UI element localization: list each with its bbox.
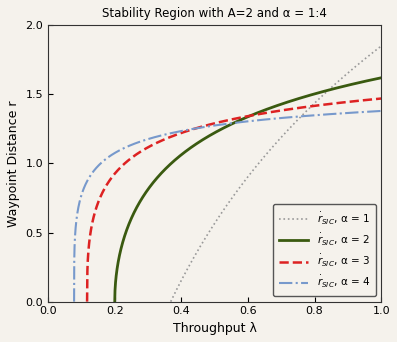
$\dot{r}_{SIC}$, α = 1	[373, 49, 378, 53]
$\dot{r}_{SIC}$, α = 4	[213, 123, 218, 128]
$\dot{r}_{SIC}$, α = 2	[242, 116, 247, 120]
Line: $\dot{r}_{SIC}$, α = 1: $\dot{r}_{SIC}$, α = 1	[171, 46, 381, 302]
$\dot{r}_{SIC}$, α = 3	[316, 103, 321, 107]
$\dot{r}_{SIC}$, α = 4	[379, 109, 384, 113]
$\dot{r}_{SIC}$, α = 1	[334, 81, 339, 85]
$\dot{r}_{SIC}$, α = 2	[112, 300, 117, 304]
$\dot{r}_{SIC}$, α = 1	[168, 300, 173, 304]
$\dot{r}_{SIC}$, α = 4	[72, 300, 77, 304]
$\dot{r}_{SIC}$, α = 1	[265, 151, 270, 155]
$\dot{r}_{SIC}$, α = 4	[370, 109, 375, 114]
$\dot{r}_{SIC}$, α = 4	[314, 113, 318, 117]
$\dot{r}_{SIC}$, α = 2	[371, 77, 376, 81]
$\dot{r}_{SIC}$, α = 2	[322, 89, 327, 93]
$\dot{r}_{SIC}$, α = 1	[379, 44, 384, 48]
Legend: $\dot{r}_{SIC}$, α = 1, $\dot{r}_{SIC}$, α = 2, $\dot{r}_{SIC}$, α = 3, $\dot{r}: $\dot{r}_{SIC}$, α = 1, $\dot{r}_{SIC}$,…	[273, 204, 376, 297]
Line: $\dot{r}_{SIC}$, α = 2: $\dot{r}_{SIC}$, α = 2	[115, 78, 381, 302]
$\dot{r}_{SIC}$, α = 2	[379, 76, 384, 80]
Line: $\dot{r}_{SIC}$, α = 4: $\dot{r}_{SIC}$, α = 4	[74, 111, 381, 302]
$\dot{r}_{SIC}$, α = 1	[373, 49, 378, 53]
Y-axis label: Waypoint Distance r: Waypoint Distance r	[7, 100, 20, 227]
$\dot{r}_{SIC}$, α = 1	[179, 278, 184, 282]
X-axis label: Throughput λ: Throughput λ	[173, 322, 256, 335]
$\dot{r}_{SIC}$, α = 3	[100, 191, 104, 195]
$\dot{r}_{SIC}$, α = 3	[370, 97, 375, 101]
$\dot{r}_{SIC}$, α = 2	[126, 224, 131, 228]
$\dot{r}_{SIC}$, α = 3	[228, 118, 233, 122]
$\dot{r}_{SIC}$, α = 3	[379, 96, 384, 101]
Line: $\dot{r}_{SIC}$, α = 3: $\dot{r}_{SIC}$, α = 3	[87, 98, 381, 302]
Title: Stability Region with A=2 and α = 1:4: Stability Region with A=2 and α = 1:4	[102, 7, 327, 20]
$\dot{r}_{SIC}$, α = 2	[235, 119, 240, 123]
$\dot{r}_{SIC}$, α = 3	[85, 300, 89, 304]
$\dot{r}_{SIC}$, α = 4	[370, 109, 374, 114]
$\dot{r}_{SIC}$, α = 4	[87, 174, 92, 179]
$\dot{r}_{SIC}$, α = 3	[370, 97, 375, 101]
$\dot{r}_{SIC}$, α = 2	[371, 77, 376, 81]
$\dot{r}_{SIC}$, α = 4	[221, 122, 226, 126]
$\dot{r}_{SIC}$, α = 3	[220, 119, 225, 123]
$\dot{r}_{SIC}$, α = 1	[271, 144, 276, 148]
